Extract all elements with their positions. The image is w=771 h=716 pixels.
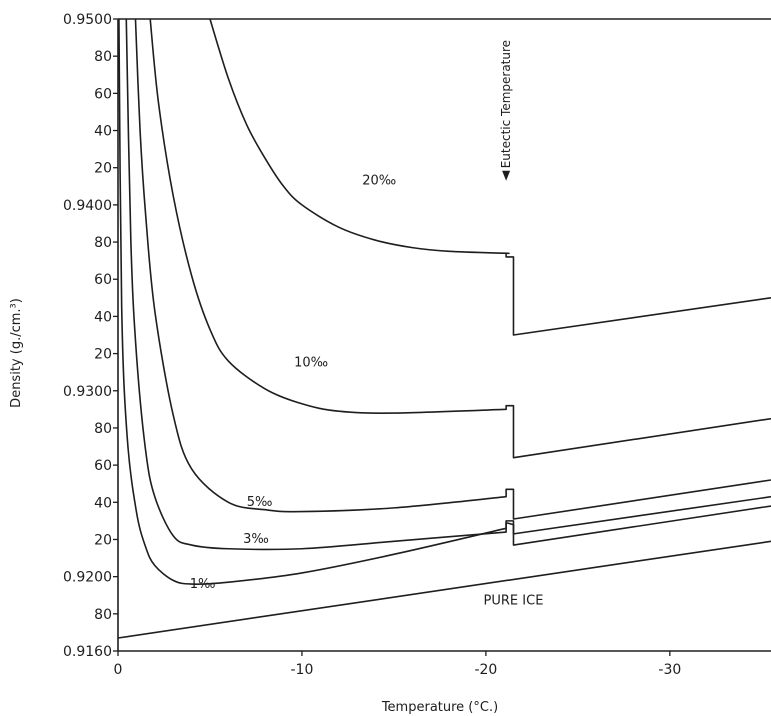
x-tick-label: -20 <box>474 662 497 678</box>
series-line <box>209 18 771 336</box>
series-line <box>134 18 771 520</box>
series-label: 1‰ <box>190 577 216 592</box>
y-tick-label: 0.9500 <box>63 12 112 28</box>
annotations: Eutectic Temperature <box>499 40 513 181</box>
x-tick-label: -30 <box>658 662 681 678</box>
series-line <box>117 540 771 639</box>
y-tick-label: 20 <box>94 532 112 548</box>
x-tick-label: -10 <box>291 662 314 678</box>
series-label: 20‰ <box>362 173 396 188</box>
series-line <box>118 18 771 585</box>
y-tick-label: 80 <box>94 49 112 65</box>
series-curves <box>117 18 771 639</box>
series-label: 5‰ <box>247 495 273 510</box>
y-tick-label: 0.9400 <box>63 198 112 214</box>
series-line <box>149 18 771 459</box>
x-axis-title: Temperature (°C.) <box>381 700 498 715</box>
y-tick-label: 60 <box>94 458 112 474</box>
series-label: PURE ICE <box>484 594 544 609</box>
y-tick-label: 40 <box>94 124 112 140</box>
y-tick-label: 0.9300 <box>63 384 112 400</box>
y-axis-title: Density (g./cm.³) <box>9 298 24 408</box>
y-tick-label: 0.9200 <box>63 570 112 586</box>
y-tick-label: 80 <box>94 421 112 437</box>
y-tick-label: 80 <box>94 607 112 623</box>
y-tick-label: 60 <box>94 86 112 102</box>
y-tick-label: 40 <box>94 309 112 325</box>
series-label: 10‰ <box>294 356 328 371</box>
y-tick-label: 80 <box>94 235 112 251</box>
series-line <box>125 18 771 551</box>
axes <box>117 18 771 652</box>
series-label: 3‰ <box>243 532 269 547</box>
y-tick-label: 60 <box>94 272 112 288</box>
y-tick-label: 40 <box>94 495 112 511</box>
curve-labels: PURE ICE 1‰ 3‰ 5‰ 10‰ 20‰ <box>190 173 544 608</box>
x-tick-label: 0 <box>114 662 123 678</box>
ticks: 0.9500 80 60 40 20 0.9400 80 60 40 20 0.9300 80 60 40… <box>63 12 681 678</box>
eutectic-annotation-text: Eutectic Temperature <box>499 40 513 168</box>
y-tick-label: 20 <box>94 161 112 177</box>
y-tick-label: 0.9160 <box>63 644 112 660</box>
y-tick-label: 20 <box>94 347 112 363</box>
eutectic-arrow-head <box>502 170 511 181</box>
